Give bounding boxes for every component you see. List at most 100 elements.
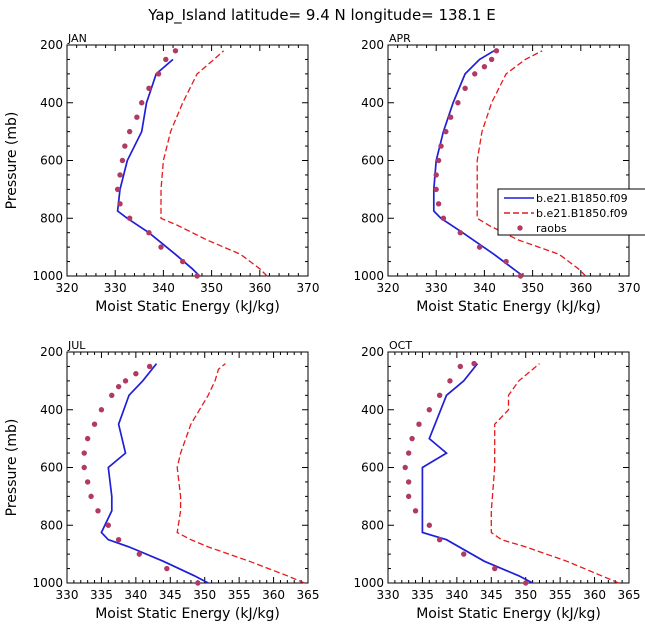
x-tick-label: 360 <box>583 588 606 602</box>
panel-label: JAN <box>67 32 87 45</box>
plot-frame <box>387 44 630 277</box>
raobs-point <box>134 114 140 120</box>
raobs-point <box>179 258 186 265</box>
plot-frame <box>66 351 309 584</box>
raobs-point <box>155 71 162 77</box>
raobs-point <box>115 536 122 543</box>
y-tick-label: 1000 <box>353 576 384 590</box>
x-axis-label: Moist Static Energy (kJ/kg) <box>416 299 601 315</box>
x-tick-label: 350 <box>193 588 216 602</box>
y-tick-label: 800 <box>361 518 384 532</box>
x-tick-label: 330 <box>377 588 400 602</box>
raobs-point <box>105 522 112 528</box>
x-tick-label: 360 <box>248 281 271 295</box>
raobs-point <box>409 435 415 442</box>
panel-apr: 320 330 340 350 360 370 200 400 600 800 1000 APR Moi… <box>353 32 640 315</box>
raobs-point <box>95 508 101 514</box>
raobs-point <box>133 370 139 377</box>
x-tick-label: 355 <box>228 588 251 602</box>
x-tick-label: 330 <box>425 281 448 295</box>
raobs-point <box>88 493 94 500</box>
raobs-point <box>114 186 121 193</box>
raobs-point <box>164 565 170 572</box>
raobs-point <box>126 215 133 221</box>
raobs-point <box>493 48 500 54</box>
raobs-point <box>433 186 439 193</box>
raobs-point <box>462 85 468 92</box>
x-axis-label: Moist Static Energy (kJ/kg) <box>95 606 280 622</box>
series-line-dash <box>490 363 619 584</box>
raobs-point <box>139 100 145 106</box>
x-tick-label: 330 <box>104 281 127 295</box>
x-tick-label: 370 <box>618 281 641 295</box>
x-axis-label: Moist Static Energy (kJ/kg) <box>416 606 601 622</box>
raobs-point <box>117 172 123 178</box>
raobs-point <box>84 479 91 485</box>
x-tick-label: 350 <box>514 588 537 602</box>
series-line-solid <box>116 58 201 277</box>
x-tick-label: 350 <box>200 281 223 295</box>
panel-label: APR <box>389 32 411 45</box>
series-line-dash <box>176 363 305 584</box>
legend: b.e21.B1850.f09 b.e21.B1850.f09 raobs <box>497 188 645 236</box>
y-tick-label: 200 <box>361 345 384 359</box>
x-tick-label: 360 <box>569 281 592 295</box>
panel-oct: 330 335 340 345 350 355 360 365 200 400 600 800 1000… <box>353 339 640 622</box>
legend-label: b.e21.B1850.f09 <box>536 207 628 220</box>
raobs-point <box>435 157 442 164</box>
raobs-point <box>402 464 408 471</box>
y-tick-label: 600 <box>361 461 384 475</box>
raobs-point <box>126 128 133 135</box>
y-tick-label: 1000 <box>353 269 384 283</box>
x-tick-label: 335 <box>411 588 434 602</box>
x-tick-label: 365 <box>618 588 641 602</box>
chart-panels: 320 330 340 350 360 370 200 400 600 800 1000 JAN Moi… <box>4 32 640 622</box>
y-tick-label: 1000 <box>32 269 63 283</box>
raobs-point <box>447 378 453 384</box>
x-tick-label: 355 <box>549 588 572 602</box>
raobs-point <box>436 536 443 543</box>
legend-label: raobs <box>536 222 567 235</box>
x-tick-label: 330 <box>56 588 79 602</box>
raobs-point <box>426 407 433 413</box>
x-tick-label: 340 <box>124 588 147 602</box>
y-tick-label: 1000 <box>32 576 63 590</box>
panel-label: OCT <box>389 339 412 352</box>
raobs-point <box>194 273 200 279</box>
raobs-point <box>476 244 483 250</box>
figure-title: Yap_Island latitude= 9.4 N longitude= 13… <box>147 6 495 25</box>
raobs-point <box>481 63 488 70</box>
raobs-point <box>81 450 87 456</box>
raobs-point <box>146 363 153 370</box>
x-tick-label: 340 <box>473 281 496 295</box>
raobs-point <box>195 580 201 586</box>
raobs-point <box>517 273 524 279</box>
raobs-point <box>81 464 87 471</box>
x-tick-label: 320 <box>56 281 79 295</box>
series-line-solid <box>432 50 524 277</box>
raobs-point <box>405 450 412 456</box>
raobs-point <box>122 378 129 384</box>
y-tick-label: 400 <box>361 96 384 110</box>
x-tick-label: 365 <box>297 588 320 602</box>
series-line-dash <box>476 50 587 277</box>
y-axis-label: Pressure (mb) <box>4 419 20 517</box>
raobs-point <box>443 128 449 135</box>
raobs-point <box>435 201 442 207</box>
raobs-point <box>158 244 164 250</box>
y-tick-label: 800 <box>361 211 384 225</box>
x-axis-label: Moist Static Energy (kJ/kg) <box>95 299 280 315</box>
legend-marker <box>517 225 523 231</box>
x-tick-label: 320 <box>377 281 400 295</box>
x-tick-label: 340 <box>445 588 468 602</box>
raobs-point <box>461 551 467 557</box>
raobs-point <box>405 479 412 485</box>
raobs-point <box>488 56 495 63</box>
raobs-point <box>109 392 115 399</box>
raobs-point <box>122 143 128 149</box>
series-line-solid <box>421 363 533 584</box>
raobs-point <box>136 551 142 557</box>
y-tick-label: 200 <box>40 38 63 52</box>
raobs-point <box>440 215 447 221</box>
